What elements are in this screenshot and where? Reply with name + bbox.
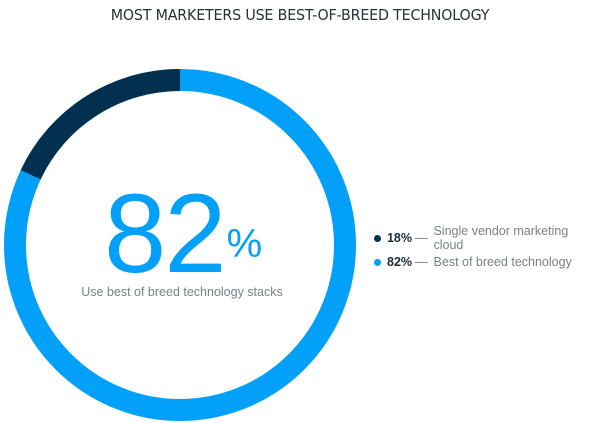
donut-ring — [4, 69, 356, 421]
legend-item-single-vendor: 18% — Single vendor marketing cloud — [374, 224, 600, 252]
legend-value: 18% — [386, 231, 412, 245]
segment-single-vendor — [4, 69, 356, 421]
legend-dot-icon — [374, 258, 381, 266]
center-value: 82 — [104, 171, 227, 296]
legend-label: Best of breed technology — [433, 255, 572, 269]
legend-dot-icon — [374, 234, 381, 242]
legend-item-best-of-breed: 82% — Best of breed technology — [374, 250, 600, 274]
center-percentage: 82% — [104, 178, 263, 290]
legend-separator: — — [415, 255, 428, 269]
legend-label: Single vendor marketing cloud — [433, 224, 569, 252]
center-caption: Use best of breed technology stacks — [81, 285, 283, 299]
legend-value: 82% — [387, 255, 413, 269]
legend-separator: — — [414, 231, 428, 245]
chart-title: MOST MARKETERS USE BEST-OF-BREED TECHNOL… — [110, 6, 490, 24]
center-unit: % — [226, 222, 263, 266]
legend: 18% — Single vendor marketing cloud 82% … — [374, 224, 600, 274]
